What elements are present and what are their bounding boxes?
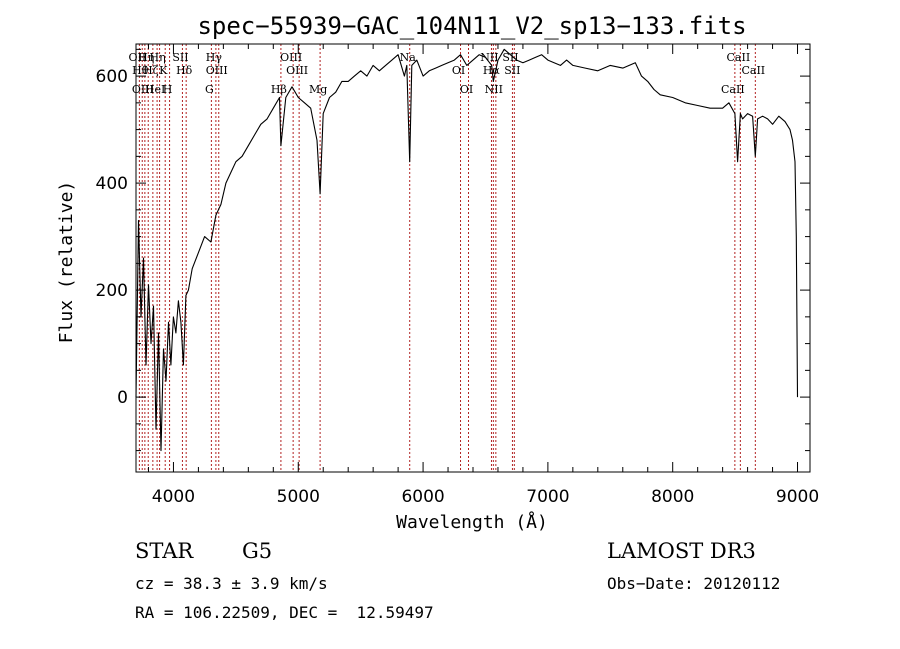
line-label: Hη	[149, 51, 165, 64]
coordinates: RA = 106.22509, DEC = 12.59497	[135, 603, 434, 622]
line-label: Hζ	[143, 64, 159, 77]
redshift-text: cz = 38.3 ± 3.9 km/s	[135, 574, 328, 593]
object-class: STAR	[135, 539, 194, 563]
line-label: Mg	[309, 83, 327, 96]
x-tick-label: 6000	[401, 487, 444, 507]
line-label: H	[163, 83, 173, 96]
y-tick-label: 400	[96, 174, 128, 194]
x-tick-label: 9000	[776, 487, 819, 507]
line-label: Hη	[138, 51, 154, 64]
line-label: Hδ	[176, 64, 193, 77]
spectrum-series	[135, 48, 799, 452]
line-label: K	[159, 64, 168, 77]
emission-line-labels: OIIHθOIIIHηHζHeIHηKHSIIHδGHγOIIIHβOIIIOI…	[129, 51, 766, 96]
chart-title: spec−55939−GAC_104N11_V2_sp13−133.fits	[197, 12, 746, 40]
line-label: NII	[480, 51, 498, 64]
line-label: OIII	[286, 64, 308, 77]
line-label: Na	[400, 51, 417, 64]
obs-date: Obs−Date: 20120112	[607, 574, 781, 593]
line-label: OI	[460, 83, 473, 96]
x-tick-label: 5000	[277, 487, 320, 507]
y-axis-label: Flux (relative)	[56, 181, 77, 344]
line-label: HeI	[145, 83, 165, 96]
line-label: OII	[129, 51, 147, 64]
line-label: SII	[172, 51, 188, 64]
line-label: CaII	[727, 51, 751, 64]
axis-tick-labels: 4000 5000 6000 7000 8000 9000 0 200 400 600	[96, 67, 820, 507]
emission-line-markers	[138, 44, 756, 472]
line-label: OIII	[206, 64, 228, 77]
line-label: OIII	[280, 51, 302, 64]
x-tick-label: 7000	[526, 487, 569, 507]
y-tick-label: 0	[117, 388, 128, 408]
line-label: Hβ	[271, 83, 287, 96]
object-subclass: G5	[242, 539, 273, 563]
line-label: OI	[452, 64, 465, 77]
line-label: G	[205, 83, 214, 96]
axis-ticks	[136, 44, 810, 472]
survey-name: LAMOST DR3	[607, 539, 756, 563]
y-tick-label: 200	[96, 281, 128, 301]
line-label: Hγ	[206, 51, 223, 64]
x-tick-label: 8000	[651, 487, 694, 507]
line-label: CaII	[721, 83, 745, 96]
line-label: SII	[502, 51, 518, 64]
line-label: NII	[485, 83, 503, 96]
x-axis-label: Wavelength (Å)	[396, 511, 548, 533]
y-tick-label: 600	[96, 67, 128, 87]
x-tick-label: 4000	[152, 487, 195, 507]
line-label: OIII	[132, 83, 154, 96]
line-label: SII	[504, 64, 520, 77]
line-label: CaII	[741, 64, 765, 77]
